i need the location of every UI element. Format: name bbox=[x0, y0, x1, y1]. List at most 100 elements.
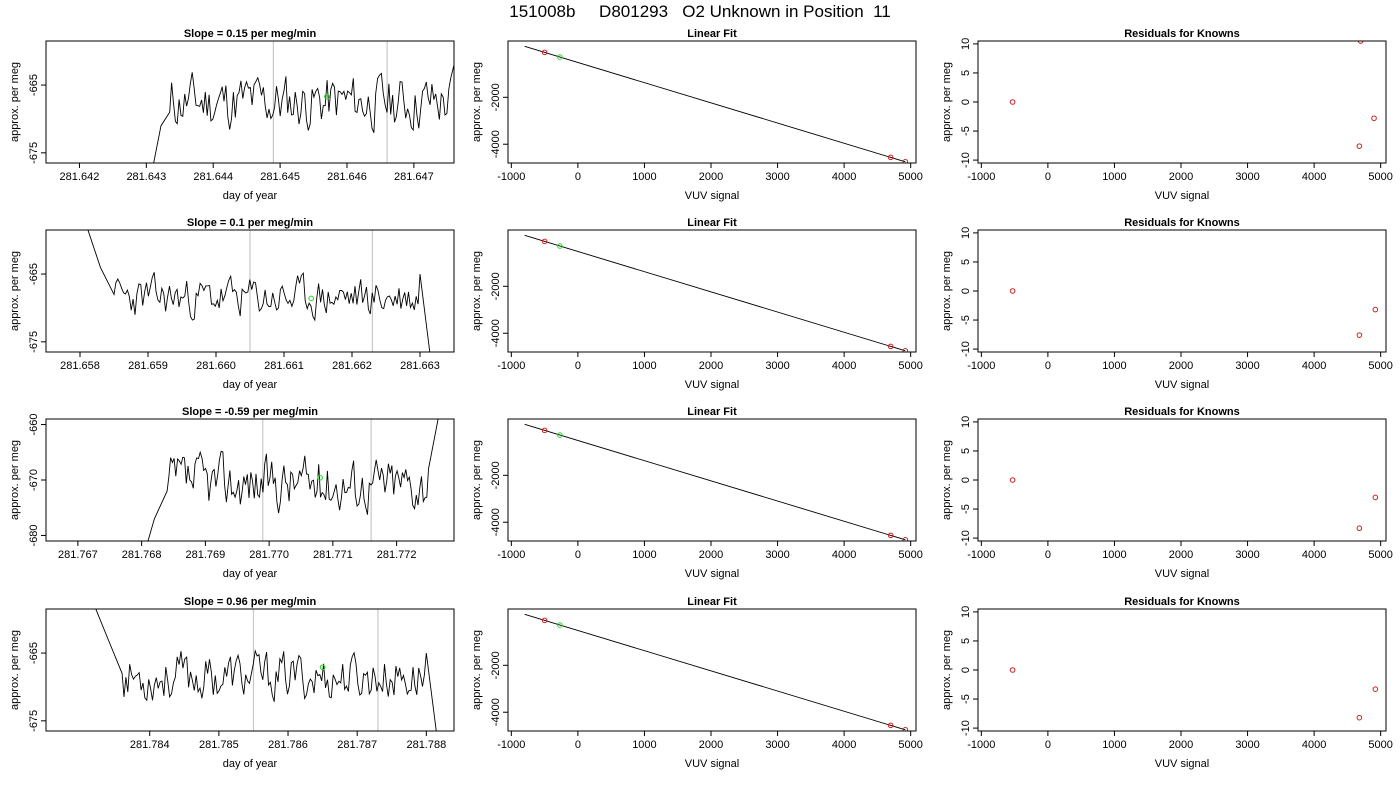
x-tick-label: 0 bbox=[1045, 739, 1051, 751]
signal-trace bbox=[147, 419, 439, 541]
data-point bbox=[1356, 332, 1363, 338]
chart-panel-2-1: Linear Fit -1000 0 1000 2000 3000 4000 5000 VUV … bbox=[471, 406, 923, 580]
x-tick-label: 5000 bbox=[898, 549, 922, 561]
x-tick-label: 1000 bbox=[1102, 549, 1126, 561]
x-tick-label: 0 bbox=[1045, 360, 1051, 372]
y-axis-label: approx. per meg bbox=[941, 251, 953, 331]
x-tick-label: -1000 bbox=[967, 171, 995, 183]
y-tick-label: 10 bbox=[960, 227, 972, 239]
x-tick-label: 3000 bbox=[1235, 549, 1259, 561]
data-point bbox=[887, 343, 894, 350]
plot-frame bbox=[507, 229, 917, 353]
x-tick-label: 1000 bbox=[632, 360, 656, 372]
x-tick-label: 4000 bbox=[832, 549, 856, 561]
y-tick-label: -4000 bbox=[490, 508, 502, 536]
signal-trace bbox=[95, 609, 437, 731]
x-tick-label: 5000 bbox=[898, 739, 922, 751]
y-tick-label: -10 bbox=[960, 152, 972, 168]
y-tick-label: -675 bbox=[28, 331, 40, 353]
plot-frame bbox=[45, 608, 455, 732]
x-axis-label: VUV signal bbox=[685, 379, 739, 391]
marker-point bbox=[319, 664, 326, 671]
plot-frame bbox=[507, 608, 917, 732]
data-point bbox=[1372, 494, 1379, 501]
fit-line bbox=[524, 423, 906, 541]
x-tick-label: 281.644 bbox=[193, 171, 233, 183]
y-tick-label: -5 bbox=[960, 504, 972, 514]
x-tick-label: 2000 bbox=[699, 171, 723, 183]
data-point bbox=[1009, 477, 1016, 483]
x-tick-label: 3000 bbox=[765, 360, 789, 372]
x-tick-label: -1000 bbox=[497, 171, 525, 183]
y-tick-label: -2000 bbox=[490, 83, 502, 111]
data-point bbox=[541, 617, 548, 624]
y-tick-label: -4000 bbox=[490, 319, 502, 347]
x-tick-label: 3000 bbox=[765, 171, 789, 183]
panel-title: Residuals for Knowns bbox=[1124, 217, 1240, 229]
plot-frame bbox=[977, 229, 1387, 353]
fit-line bbox=[524, 613, 906, 731]
x-tick-label: -1000 bbox=[497, 739, 525, 751]
y-axis-label: approx. per meg bbox=[471, 251, 483, 331]
y-tick-label: -675 bbox=[28, 710, 40, 732]
x-tick-label: 5000 bbox=[898, 171, 922, 183]
x-tick-label: 3000 bbox=[1235, 171, 1259, 183]
data-point bbox=[541, 238, 548, 245]
data-point bbox=[557, 622, 563, 628]
x-tick-label: 0 bbox=[1045, 171, 1051, 183]
chart-panel-3-0: Slope = 0.96 per meg/min 281.784 281.785 28… bbox=[9, 596, 455, 770]
x-axis-label: VUV signal bbox=[685, 190, 739, 202]
x-axis-label: VUV signal bbox=[1155, 568, 1209, 580]
y-tick-label: -4000 bbox=[490, 130, 502, 158]
data-point bbox=[1371, 115, 1377, 122]
y-axis-label: approx. per meg bbox=[9, 62, 21, 142]
data-point bbox=[541, 427, 548, 434]
x-tick-label: 281.646 bbox=[327, 171, 367, 183]
data-point bbox=[1009, 99, 1016, 105]
y-tick-label: 5 bbox=[960, 448, 972, 454]
data-point bbox=[887, 154, 894, 161]
x-tick-label: 3000 bbox=[1235, 739, 1259, 751]
y-tick-label: -2000 bbox=[490, 461, 502, 489]
y-axis-label: approx. per meg bbox=[9, 251, 21, 331]
x-tick-label: 281.788 bbox=[406, 739, 446, 751]
x-tick-label: 1000 bbox=[632, 171, 656, 183]
panel-title: Linear Fit bbox=[687, 217, 737, 229]
x-tick-label: 281.647 bbox=[394, 171, 434, 183]
panel-title: Linear Fit bbox=[687, 596, 737, 608]
data-point bbox=[557, 243, 563, 249]
panel-title: Slope = 0.1 per meg/min bbox=[187, 217, 314, 229]
y-tick-label: -5 bbox=[960, 694, 972, 704]
y-tick-label: 0 bbox=[960, 99, 972, 105]
x-tick-label: -1000 bbox=[497, 549, 525, 561]
x-axis-label: day of year bbox=[223, 758, 278, 770]
x-tick-label: -1000 bbox=[497, 360, 525, 372]
fit-line bbox=[524, 45, 906, 163]
y-tick-label: 10 bbox=[960, 606, 972, 618]
panel-title: Residuals for Knowns bbox=[1124, 406, 1240, 418]
panel-title: Slope = 0.15 per meg/min bbox=[184, 28, 317, 40]
x-tick-label: 281.659 bbox=[128, 360, 168, 372]
data-point bbox=[1356, 143, 1363, 149]
marker-point bbox=[317, 474, 323, 481]
panel-title: Slope = -0.59 per meg/min bbox=[182, 406, 318, 418]
x-tick-label: 1000 bbox=[1102, 171, 1126, 183]
panel-title: Slope = 0.96 per meg/min bbox=[184, 596, 317, 608]
data-point bbox=[541, 49, 548, 56]
x-tick-label: 1000 bbox=[632, 739, 656, 751]
x-tick-label: 281.767 bbox=[58, 549, 98, 561]
x-tick-label: 281.784 bbox=[130, 739, 170, 751]
x-axis-label: VUV signal bbox=[685, 568, 739, 580]
y-tick-label: -675 bbox=[28, 142, 40, 164]
x-tick-label: 281.661 bbox=[264, 360, 304, 372]
y-axis-label: approx. per meg bbox=[471, 440, 483, 520]
x-tick-label: 281.770 bbox=[249, 549, 289, 561]
data-point bbox=[1009, 667, 1016, 673]
plot-frame bbox=[977, 40, 1387, 164]
x-tick-label: 1000 bbox=[632, 549, 656, 561]
marker-point bbox=[308, 295, 315, 302]
chart-panel-2-2: Residuals for Knowns -1000 0 1000 2000 3000 40… bbox=[941, 406, 1393, 580]
x-tick-label: 2000 bbox=[699, 549, 723, 561]
plot-frame bbox=[507, 418, 917, 542]
